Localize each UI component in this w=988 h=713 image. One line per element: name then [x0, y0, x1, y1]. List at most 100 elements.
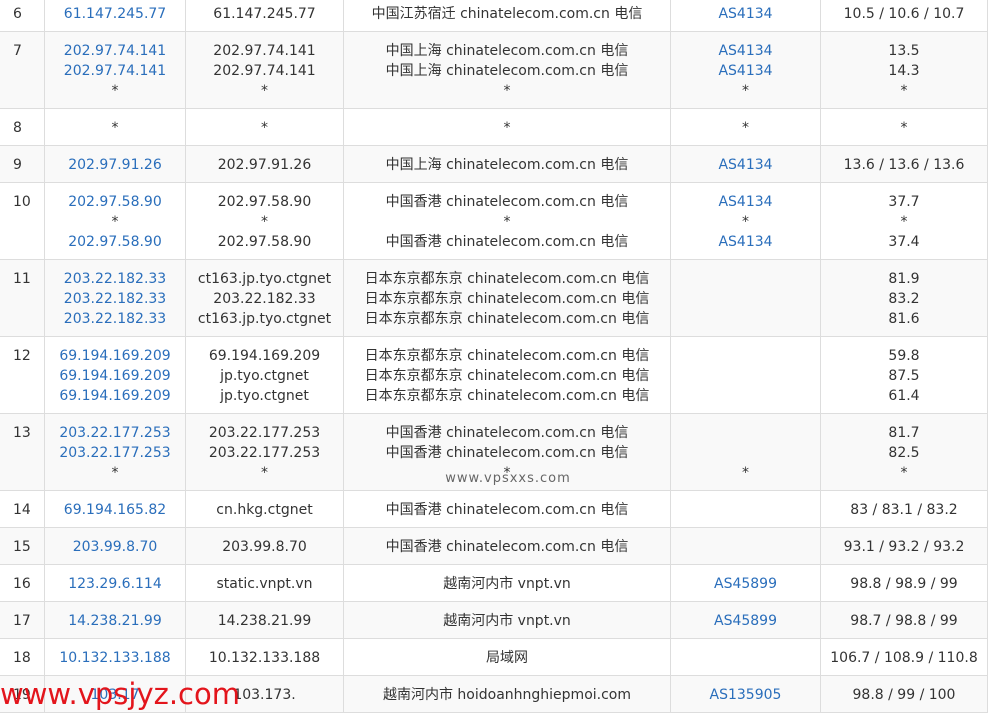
- hop-cell: 11: [0, 260, 45, 336]
- location: 日本东京都东京 chinatelecom.com.cn 电信: [364, 388, 650, 404]
- asns-cell: AS4134 AS4134 *: [671, 32, 821, 108]
- table-row: 14 69.194.165.82 cn.hkg.ctgnet 中国香港 chinate…: [0, 491, 988, 528]
- ip-link[interactable]: 202.97.91.26: [68, 157, 162, 173]
- asns-cell: AS4134: [671, 0, 821, 31]
- no-response: *: [503, 214, 511, 230]
- no-response: *: [742, 120, 749, 136]
- ip-link[interactable]: 203.22.177.253: [59, 425, 171, 441]
- no-response: *: [900, 120, 908, 136]
- table-row: 16 123.29.6.114 static.vnpt.vn 越南河内市 vnpt.v…: [0, 565, 988, 602]
- no-response: *: [261, 214, 268, 230]
- latency: 98.8 / 99 / 100: [852, 687, 956, 703]
- latency: 98.8 / 98.9 / 99: [850, 576, 958, 592]
- latency: 59.8: [888, 348, 920, 364]
- table-row: 15 203.99.8.70 203.99.8.70 中国香港 chinateleco…: [0, 528, 988, 565]
- hop-number: 19: [13, 687, 31, 703]
- ip-link[interactable]: 203.22.182.33: [63, 311, 167, 327]
- latency-cell: 81.9 83.2 81.6: [821, 260, 988, 336]
- locations-cell: 中国香港 chinatelecom.com.cn 电信 * 中国香港 chinate…: [344, 183, 671, 259]
- latency: 10.5 / 10.6 / 10.7: [843, 6, 965, 22]
- ip-link[interactable]: 123.29.6.114: [68, 576, 162, 592]
- locations-cell: 越南河内市 vnpt.vn: [344, 602, 671, 638]
- hostname: 14.238.21.99: [217, 613, 312, 629]
- hop-number: 7: [13, 43, 22, 59]
- latency: 82.5: [888, 445, 920, 461]
- latency: 61.4: [888, 388, 920, 404]
- ip-link[interactable]: 202.97.58.90: [68, 234, 162, 250]
- asn-link[interactable]: AS4134: [718, 157, 773, 173]
- locations-cell: 中国上海 chinatelecom.com.cn 电信: [344, 146, 671, 182]
- hosts-cell: ct163.jp.tyo.ctgnet 203.22.182.33 ct163.jp…: [186, 260, 344, 336]
- ip-link[interactable]: 203.22.182.33: [63, 271, 167, 287]
- ip-link[interactable]: 14.238.21.99: [68, 613, 162, 629]
- no-response: *: [742, 214, 749, 230]
- asn-link[interactable]: AS45899: [714, 576, 777, 592]
- latency: 87.5: [888, 368, 920, 384]
- asn-link[interactable]: AS4134: [718, 194, 773, 210]
- ip-link[interactable]: 69.194.165.82: [63, 502, 167, 518]
- locations-cell: 中国香港 chinatelecom.com.cn 电信 中国香港 chinatel…: [344, 414, 671, 490]
- location: 中国香港 chinatelecom.com.cn 电信: [385, 234, 629, 250]
- asns-cell: AS45899: [671, 565, 821, 601]
- asn-link[interactable]: AS45899: [714, 613, 777, 629]
- table-row: 7 202.97.74.141 202.97.74.141 * 202.97.74.14…: [0, 32, 988, 109]
- asn-link[interactable]: AS135905: [709, 687, 782, 703]
- hostname: cn.hkg.ctgnet: [216, 502, 313, 518]
- hosts-cell: 203.22.177.253 203.22.177.253 *: [186, 414, 344, 490]
- latency-cell: 106.7 / 108.9 / 110.8: [821, 639, 988, 675]
- no-response: *: [261, 120, 268, 136]
- ip-link[interactable]: 69.194.169.209: [59, 368, 171, 384]
- ip-link[interactable]: 69.194.169.209: [59, 388, 171, 404]
- hostname: 10.132.133.188: [208, 650, 321, 666]
- hosts-cell: 202.97.58.90 * 202.97.58.90: [186, 183, 344, 259]
- hop-number: 8: [13, 120, 22, 136]
- ip-link[interactable]: 203.22.182.33: [63, 291, 167, 307]
- hosts-cell: 202.97.91.26: [186, 146, 344, 182]
- asn-link[interactable]: AS4134: [718, 6, 773, 22]
- hop-cell: 9: [0, 146, 45, 182]
- asn-link[interactable]: AS4134: [718, 63, 773, 79]
- ip-link[interactable]: 203.22.177.253: [59, 445, 171, 461]
- hosts-cell: 69.194.169.209 jp.tyo.ctgnet jp.tyo.ctgnet: [186, 337, 344, 413]
- ip-link[interactable]: 202.97.74.141: [63, 43, 167, 59]
- ip-link[interactable]: 10.132.133.188: [59, 650, 171, 666]
- asn-link[interactable]: AS4134: [718, 234, 773, 250]
- table-row: 8 * * * * *: [0, 109, 988, 146]
- hostname: 203.99.8.70: [222, 539, 307, 555]
- asns-cell: [671, 639, 821, 675]
- latency: 13.6 / 13.6 / 13.6: [843, 157, 965, 173]
- ip-link[interactable]: 203.99.8.70: [72, 539, 158, 555]
- no-response: *: [742, 83, 749, 99]
- hostname: 203.22.177.253: [208, 425, 321, 441]
- latency: 81.7: [888, 425, 920, 441]
- hop-cell: 17: [0, 602, 45, 638]
- locations-cell: *: [344, 109, 671, 145]
- ip-link[interactable]: 202.97.58.90: [68, 194, 162, 210]
- location: 中国香港 chinatelecom.com.cn 电信: [385, 425, 629, 441]
- table-row: 17 14.238.21.99 14.238.21.99 越南河内市 vnpt.vn A…: [0, 602, 988, 639]
- asns-cell: *: [671, 109, 821, 145]
- location: 日本东京都东京 chinatelecom.com.cn 电信: [364, 368, 650, 384]
- locations-cell: 日本东京都东京 chinatelecom.com.cn 电信 日本东京都东京 ch…: [344, 337, 671, 413]
- hostname: 202.97.74.141: [213, 63, 316, 79]
- ip-link[interactable]: 202.97.74.141: [63, 63, 167, 79]
- hostname: 202.97.91.26: [217, 157, 312, 173]
- watermark: www.vpsjyz.com: [0, 677, 240, 711]
- table-row: 13 203.22.177.253 203.22.177.253 * 203.22.17…: [0, 414, 988, 491]
- ips-cell: 203.22.182.33 203.22.182.33 203.22.182.33: [45, 260, 186, 336]
- hosts-cell: 203.99.8.70: [186, 528, 344, 564]
- asn-link[interactable]: AS4134: [718, 43, 773, 59]
- ip-link[interactable]: 69.194.169.209: [59, 348, 171, 364]
- ip-link[interactable]: 61.147.245.77: [63, 6, 167, 22]
- latency: 106.7 / 108.9 / 110.8: [830, 650, 978, 666]
- hop-number: 6: [13, 6, 22, 22]
- hostname: 61.147.245.77: [213, 6, 316, 22]
- location: 局域网: [486, 650, 528, 666]
- hop-cell: 7: [0, 32, 45, 108]
- ips-cell: 61.147.245.77: [45, 0, 186, 31]
- locations-cell: 中国香港 chinatelecom.com.cn 电信: [344, 528, 671, 564]
- no-response: *: [503, 83, 511, 99]
- latency-cell: 13.6 / 13.6 / 13.6: [821, 146, 988, 182]
- location: 中国江苏宿迁 chinatelecom.com.cn 电信: [371, 6, 643, 22]
- ip-link[interactable]: 103.17: [90, 687, 140, 703]
